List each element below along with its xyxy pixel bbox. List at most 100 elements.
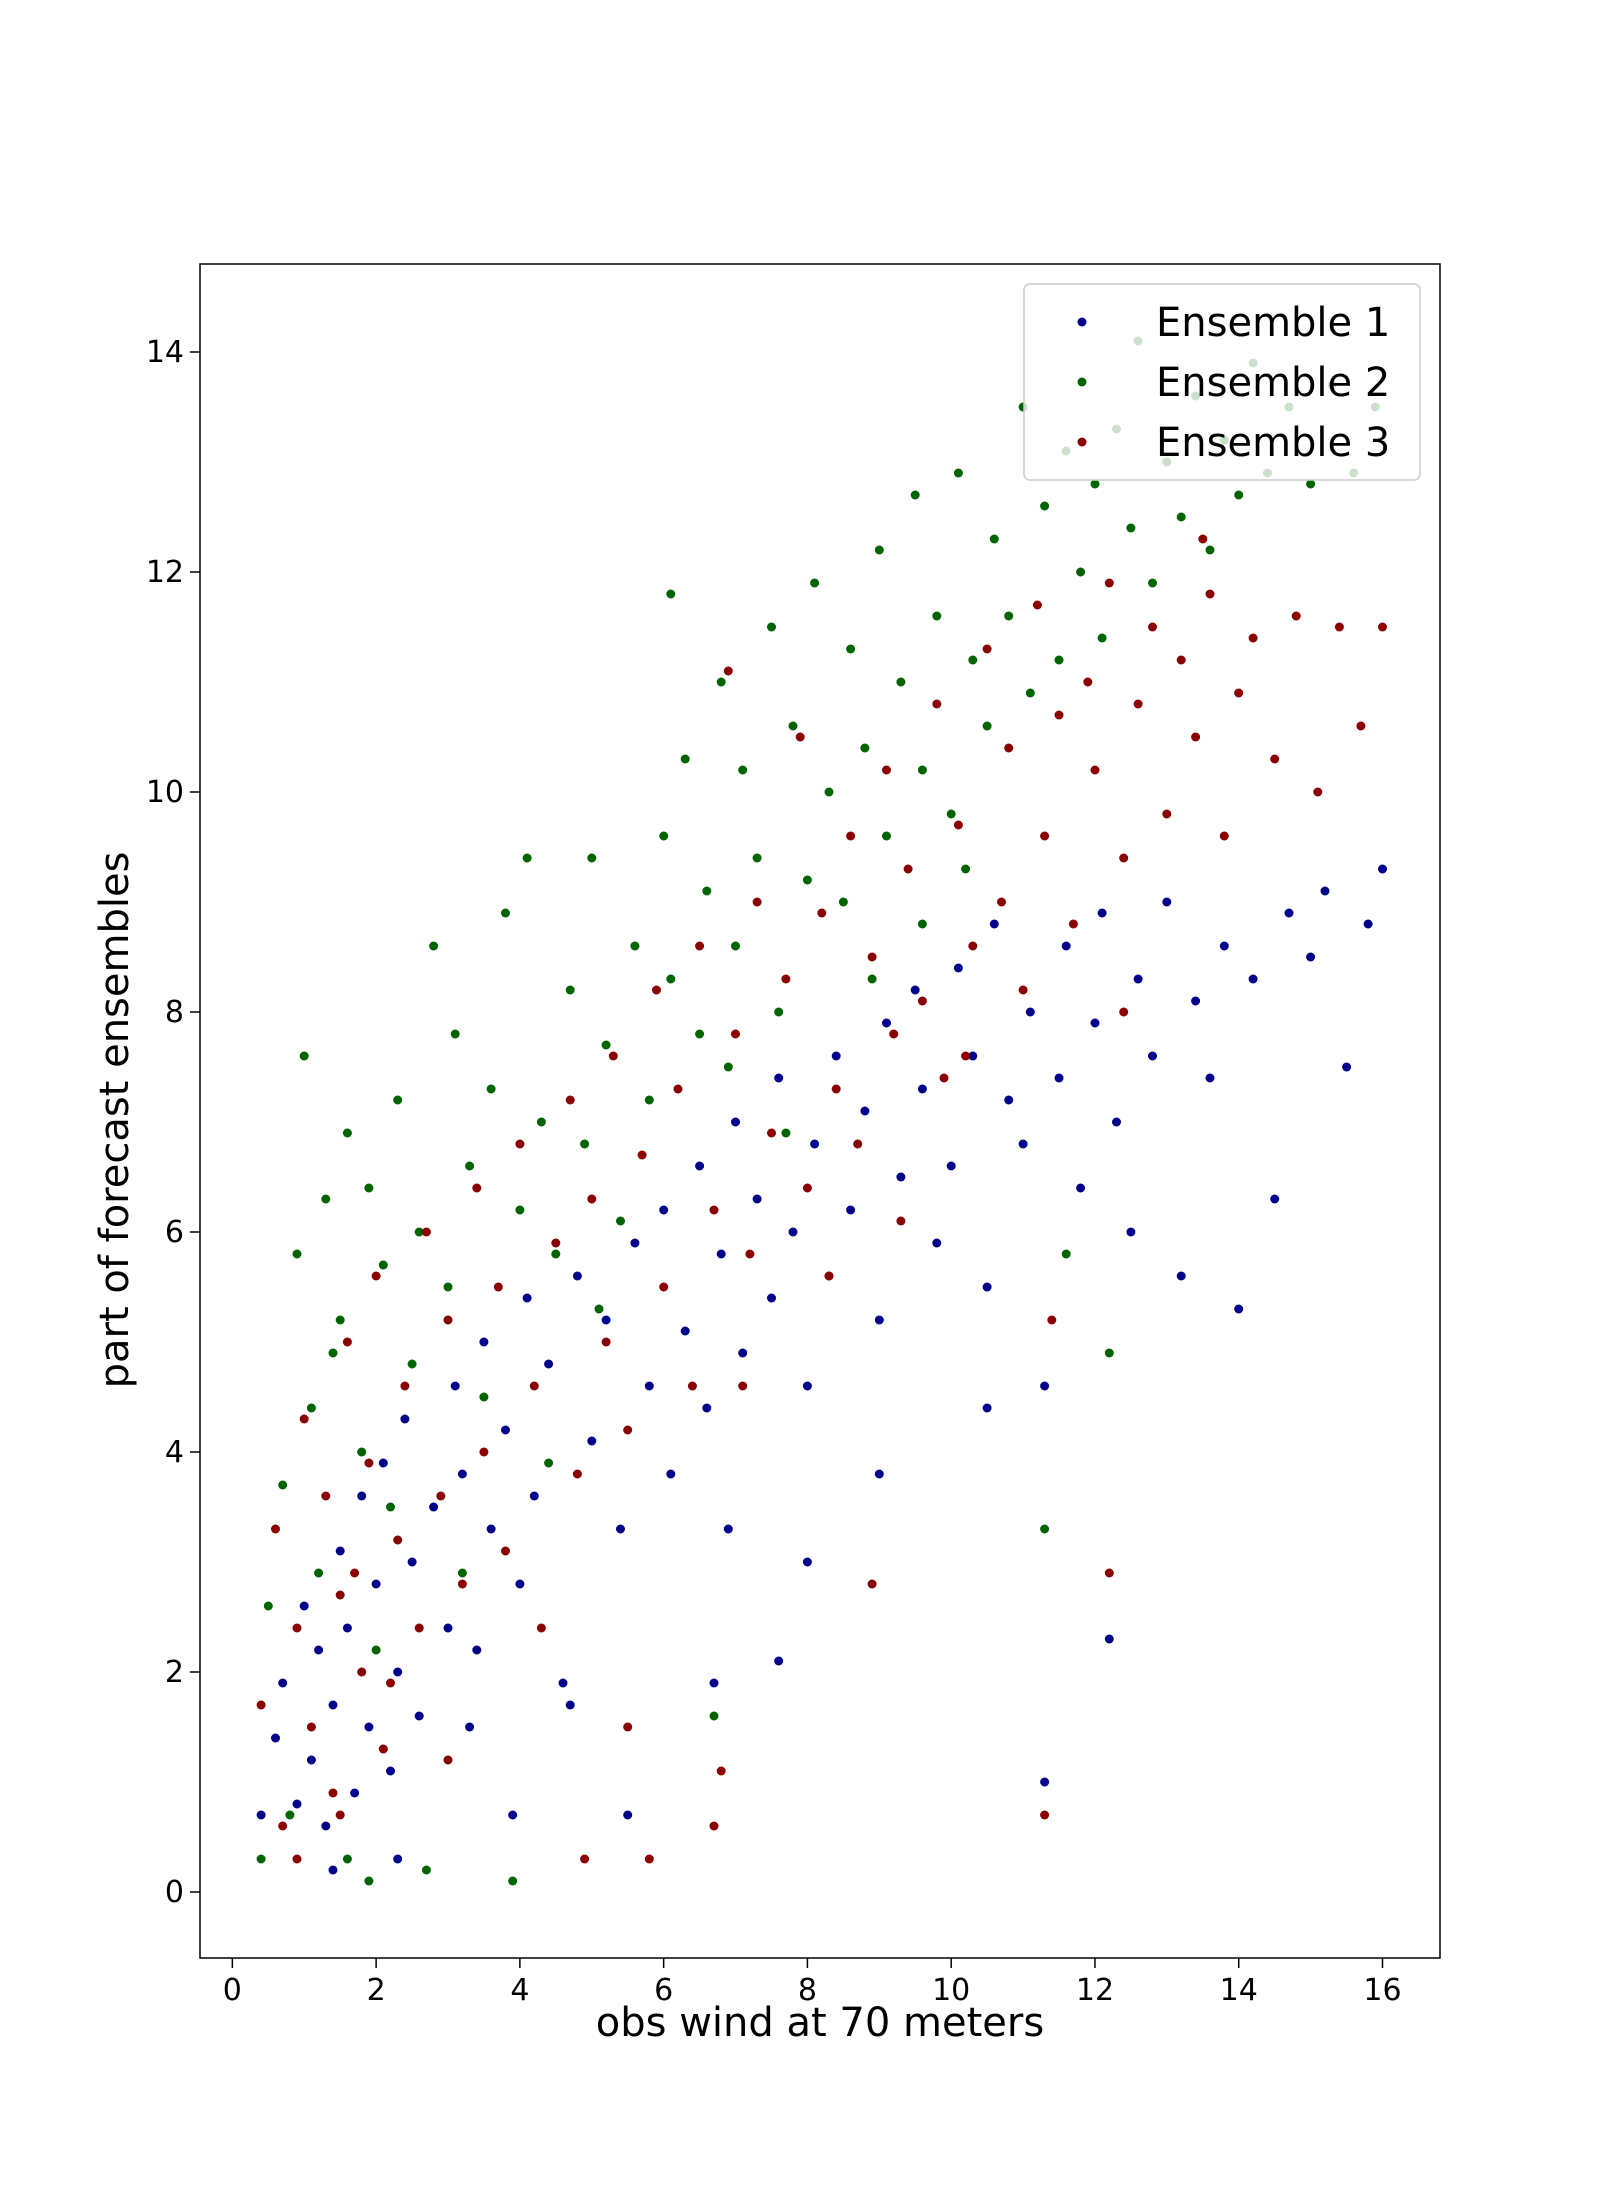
data-point: [292, 1623, 302, 1633]
data-point: [306, 1403, 316, 1413]
data-point: [831, 1084, 841, 1094]
data-point: [716, 677, 726, 687]
data-point: [1356, 721, 1366, 731]
data-point: [846, 831, 856, 841]
data-point: [659, 831, 669, 841]
data-point: [1040, 1381, 1050, 1391]
data-point: [716, 1766, 726, 1776]
data-point: [752, 897, 762, 907]
data-point: [1090, 765, 1100, 775]
data-point: [486, 1524, 496, 1534]
legend-marker: [1077, 317, 1087, 327]
data-point: [443, 1623, 453, 1633]
data-point: [1054, 1073, 1064, 1083]
data-point: [644, 1095, 654, 1105]
data-point: [623, 1810, 633, 1820]
data-point: [1234, 1304, 1244, 1314]
data-point: [1083, 677, 1093, 687]
data-point: [1176, 1271, 1186, 1281]
data-point: [306, 1722, 316, 1732]
legend: Ensemble 1 Ensemble 2 Ensemble 3: [1023, 283, 1421, 481]
data-point: [486, 1084, 496, 1094]
data-point: [946, 1161, 956, 1171]
data-point: [1076, 1183, 1086, 1193]
data-point: [709, 1711, 719, 1721]
data-point: [450, 1381, 460, 1391]
data-point: [874, 1315, 884, 1325]
y-tick-label: 6: [165, 1215, 184, 1250]
data-point: [1270, 1194, 1280, 1204]
data-point: [1342, 1062, 1352, 1072]
data-point: [386, 1678, 395, 1688]
x-tick-label: 12: [1076, 1973, 1114, 2008]
y-axis-title: part of forecast ensembles: [92, 852, 138, 1389]
data-point: [781, 974, 791, 984]
data-point: [1284, 908, 1294, 918]
data-point: [515, 1205, 525, 1215]
data-point: [601, 1337, 611, 1347]
data-point: [1334, 622, 1344, 632]
data-point: [738, 765, 748, 775]
data-point: [1205, 589, 1215, 599]
data-point: [702, 1403, 712, 1413]
data-point: [271, 1524, 280, 1534]
data-point: [508, 1810, 518, 1820]
data-point: [1119, 1007, 1129, 1017]
data-point: [321, 1194, 331, 1204]
data-point: [989, 919, 999, 929]
data-point: [1040, 1777, 1050, 1787]
data-point: [961, 864, 971, 874]
data-point: [860, 1106, 870, 1116]
data-point: [932, 1238, 942, 1248]
data-point: [393, 1667, 403, 1677]
data-point: [263, 1601, 273, 1611]
data-point: [342, 1854, 352, 1864]
data-point: [781, 1128, 791, 1138]
data-point: [1040, 1524, 1050, 1534]
data-point: [1248, 974, 1258, 984]
data-point: [917, 996, 927, 1006]
data-point: [702, 886, 712, 896]
data-point: [774, 1656, 784, 1666]
legend-box: [1023, 283, 1421, 481]
data-point: [731, 941, 740, 951]
data-point: [306, 1755, 316, 1765]
data-point: [953, 963, 963, 973]
data-point: [479, 1392, 489, 1402]
data-point: [687, 1381, 697, 1391]
data-point: [350, 1568, 360, 1578]
data-point: [378, 1458, 388, 1468]
data-point: [386, 1502, 395, 1512]
series-1: [256, 864, 1387, 1875]
data-point: [1191, 996, 1201, 1006]
data-point: [896, 1172, 906, 1182]
data-point: [953, 468, 963, 478]
legend-label: Ensemble 3: [1156, 420, 1390, 466]
data-point: [314, 1645, 324, 1655]
data-point: [997, 897, 1006, 907]
data-point: [371, 1645, 381, 1655]
data-point: [400, 1381, 410, 1391]
data-point: [1306, 479, 1316, 489]
data-point: [278, 1821, 288, 1831]
data-point: [752, 1194, 762, 1204]
data-point: [802, 1381, 812, 1391]
data-point: [623, 1722, 633, 1732]
x-tick-label: 16: [1363, 1973, 1401, 2008]
data-point: [321, 1821, 331, 1831]
data-point: [867, 1579, 877, 1589]
data-point: [910, 490, 920, 500]
data-point: [357, 1447, 367, 1457]
data-point: [652, 985, 661, 995]
data-point: [1097, 908, 1107, 918]
data-point: [939, 1073, 949, 1083]
data-point: [831, 1051, 841, 1061]
data-point: [558, 1678, 568, 1688]
data-point: [846, 644, 856, 654]
data-point: [1198, 534, 1208, 544]
data-point: [515, 1139, 525, 1149]
data-point: [644, 1381, 654, 1391]
legend-label: Ensemble 1: [1156, 300, 1390, 346]
data-point: [723, 1062, 733, 1072]
data-point: [903, 864, 913, 874]
